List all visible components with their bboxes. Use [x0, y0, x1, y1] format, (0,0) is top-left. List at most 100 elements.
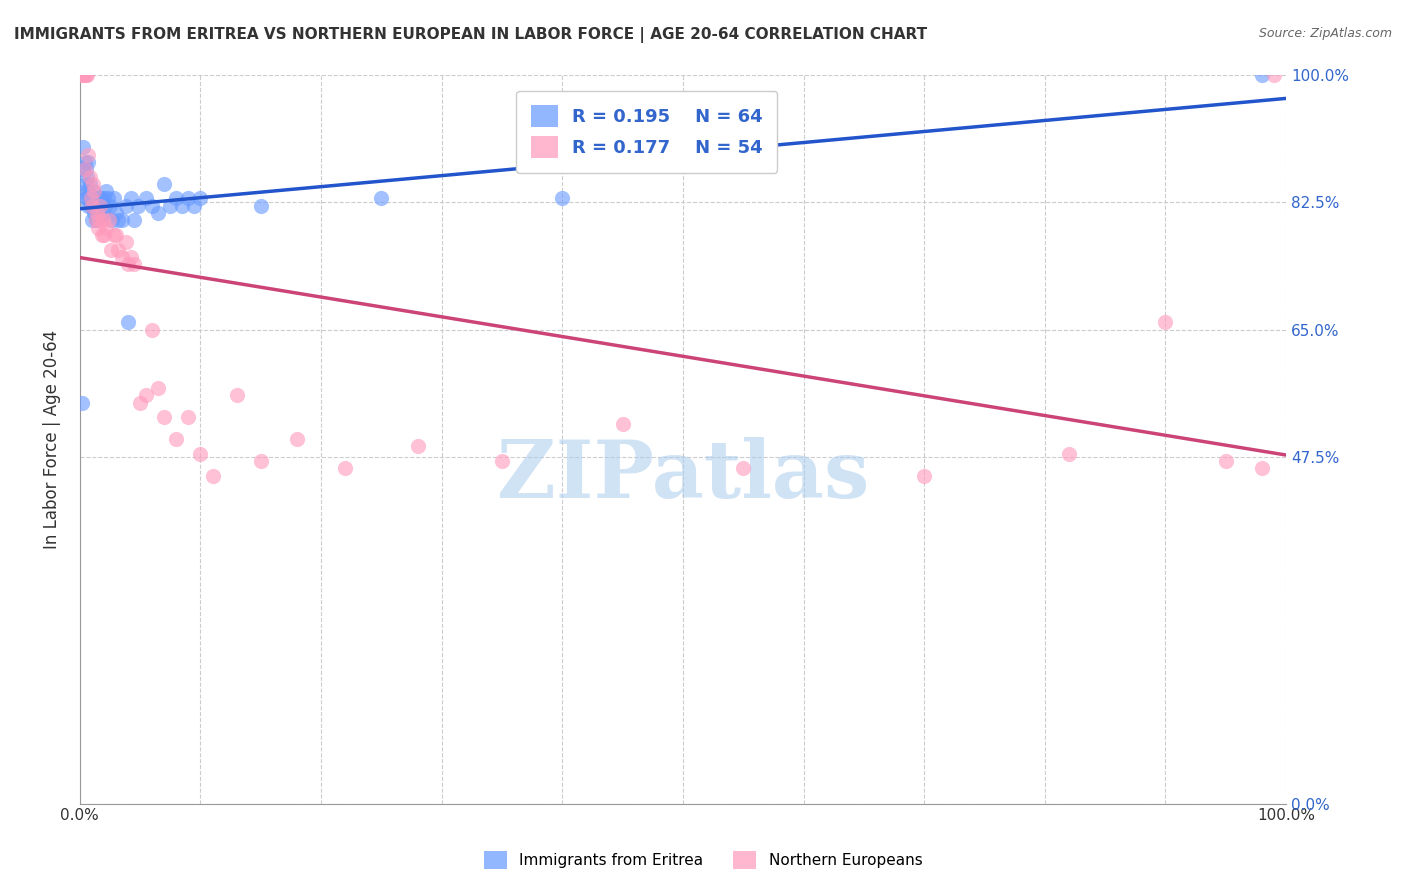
pink	[91, 213, 114, 227]
Legend: Immigrants from Eritrea, Northern Europeans: Immigrants from Eritrea, Northern Europe…	[478, 845, 928, 875]
blue	[122, 213, 145, 227]
pink	[135, 388, 157, 402]
Text: ZIPatlas: ZIPatlas	[496, 436, 869, 515]
blue	[141, 199, 163, 213]
pink	[120, 250, 142, 264]
pink	[190, 447, 212, 461]
pink	[1057, 447, 1080, 461]
blue	[83, 191, 105, 205]
pink	[612, 417, 634, 432]
pink	[107, 243, 129, 257]
pink	[87, 220, 110, 235]
blue	[80, 213, 103, 227]
blue	[91, 206, 114, 220]
pink	[77, 147, 100, 161]
pink	[72, 68, 94, 82]
blue	[86, 191, 108, 205]
pink	[122, 257, 145, 271]
pink	[114, 235, 136, 250]
blue	[77, 155, 100, 169]
blue	[77, 199, 100, 213]
blue	[84, 213, 107, 227]
pink	[80, 191, 103, 205]
pink	[80, 199, 103, 213]
blue	[370, 191, 392, 205]
pink	[97, 213, 120, 227]
blue	[96, 184, 118, 198]
blue	[80, 199, 103, 213]
pink	[100, 243, 122, 257]
blue	[98, 199, 121, 213]
pink	[111, 250, 134, 264]
blue	[80, 199, 103, 213]
pink	[912, 468, 935, 483]
pink	[285, 432, 308, 446]
blue	[79, 177, 101, 191]
Text: IMMIGRANTS FROM ERITREA VS NORTHERN EUROPEAN IN LABOR FORCE | AGE 20-64 CORRELAT: IMMIGRANTS FROM ERITREA VS NORTHERN EURO…	[14, 27, 927, 43]
pink	[84, 213, 107, 227]
blue	[159, 199, 181, 213]
pink	[82, 177, 104, 191]
blue	[80, 191, 103, 205]
pink	[103, 227, 125, 242]
pink	[153, 410, 176, 425]
blue	[97, 191, 120, 205]
blue	[86, 206, 108, 220]
blue	[105, 206, 128, 220]
blue	[117, 315, 139, 329]
blue	[1250, 68, 1272, 82]
blue	[111, 213, 134, 227]
blue	[89, 199, 111, 213]
blue	[94, 199, 117, 213]
pink	[165, 432, 187, 446]
blue	[76, 191, 98, 205]
blue	[172, 199, 194, 213]
Legend: R = 0.195    N = 64, R = 0.177    N = 54: R = 0.195 N = 64, R = 0.177 N = 54	[516, 91, 778, 173]
pink	[117, 257, 139, 271]
pink	[83, 184, 105, 198]
blue	[80, 191, 103, 205]
pink	[86, 206, 108, 220]
pink	[177, 410, 200, 425]
blue	[72, 140, 94, 154]
blue	[177, 191, 200, 205]
blue	[82, 199, 104, 213]
pink	[1215, 454, 1237, 468]
blue	[120, 191, 142, 205]
blue	[79, 191, 101, 205]
blue	[165, 191, 187, 205]
pink	[96, 220, 118, 235]
pink	[89, 213, 111, 227]
blue	[77, 184, 100, 198]
pink	[76, 68, 98, 82]
blue	[89, 191, 111, 205]
blue	[551, 191, 574, 205]
pink	[225, 388, 247, 402]
blue	[75, 191, 97, 205]
pink	[105, 227, 128, 242]
pink	[201, 468, 224, 483]
blue	[249, 199, 271, 213]
pink	[1154, 315, 1177, 329]
pink	[73, 162, 96, 177]
pink	[75, 68, 97, 82]
blue	[89, 206, 111, 220]
blue	[153, 177, 176, 191]
blue	[135, 191, 157, 205]
pink	[73, 68, 96, 82]
pink	[335, 461, 357, 475]
blue	[148, 206, 170, 220]
pink	[93, 227, 115, 242]
blue	[107, 213, 129, 227]
blue	[75, 162, 97, 177]
Text: Source: ZipAtlas.com: Source: ZipAtlas.com	[1258, 27, 1392, 40]
pink	[733, 461, 755, 475]
blue	[73, 155, 96, 169]
blue	[87, 199, 110, 213]
blue	[72, 395, 94, 409]
pink	[90, 227, 112, 242]
blue	[72, 162, 94, 177]
pink	[89, 199, 111, 213]
blue	[93, 191, 115, 205]
blue	[114, 199, 136, 213]
